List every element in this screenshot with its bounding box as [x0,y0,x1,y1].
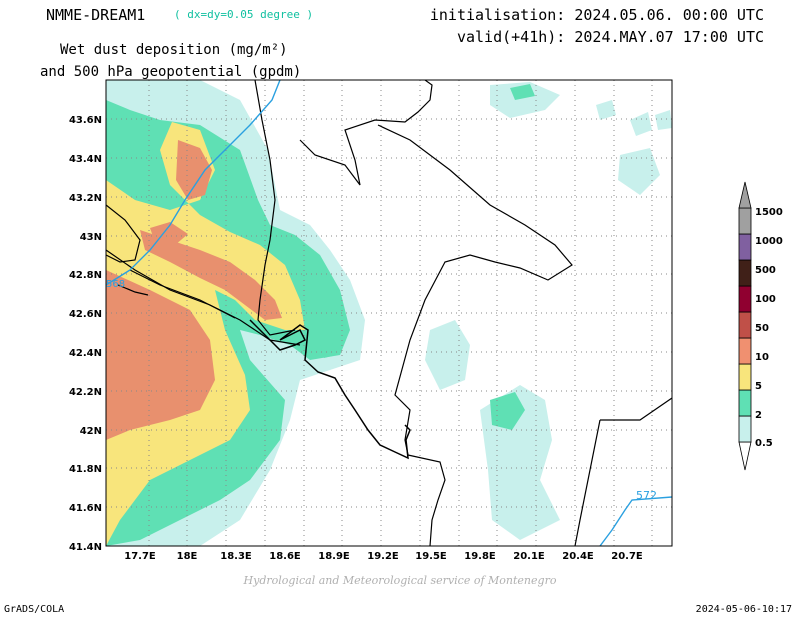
lat-label: 42.8N [69,270,102,281]
deposition-area-level-10 [106,270,215,440]
legend-swatch [738,259,752,287]
legend-swatch [738,285,752,313]
legend-swatch [738,363,752,391]
lon-label: 17.7E [124,551,156,562]
deposition-area-level-2 [490,392,525,430]
color-legend [738,181,752,471]
credit-line: Hydrological and Meteorological service … [243,574,557,587]
legend-label: 1000 [755,236,783,247]
lon-label: 18.6E [269,551,301,562]
deposition-area-level-0.5 [630,112,652,136]
geopotential-contours [106,80,672,546]
legend-label: 500 [755,265,776,276]
dust-deposition-field [106,80,672,546]
map-frame [105,79,673,547]
deposition-area-level-2 [510,84,535,100]
model-name: NMME-DREAM1 [46,6,146,24]
lon-label: 18E [177,551,198,562]
legend-swatch [738,389,752,417]
lon-label: 20.4E [562,551,594,562]
valid-time: valid(+41h): 2024.MAY.07 17:00 UTC [456,28,764,46]
initialisation-time: initialisation: 2024.05.06. 00:00 UTC [429,6,764,24]
resolution-label: ( dx=dy=0.05 degree ) [174,8,314,21]
lon-label: 20.7E [611,551,643,562]
legend-swatch [738,233,752,261]
coastline [249,319,411,460]
contour-label-568: 568 [106,279,125,290]
deposition-area-level-10 [150,222,188,245]
contour-label-572: 572 [636,489,657,502]
latitude-axis: 43.6N 43.4N 43.2N 43N 42.8N 42.6N 42.4N … [69,115,102,553]
legend-label: 10 [755,352,769,363]
lat-label: 42.4N [69,348,102,359]
lat-label: 41.8N [69,464,102,475]
map-title-line1: Wet dust deposition (mg/m²) [60,42,288,58]
legend-label: 5 [755,381,762,392]
country-borders [106,80,672,546]
lat-label: 41.6N [69,503,102,514]
lon-label: 20.1E [513,551,545,562]
deposition-area-level-0.5 [425,320,470,390]
legend-label: 0.5 [755,438,773,449]
lat-label: 43.2N [69,193,102,204]
legend-swatch [738,207,752,235]
longitude-axis: 17.7E 18E 18.3E 18.6E 18.9E 19.2E 19.5E … [124,551,643,562]
lat-label: 43.4N [69,154,102,165]
legend-arrow-high [738,181,752,209]
lon-label: 19.2E [367,551,399,562]
map-title-line2: and 500 hPa geopotential (gpdm) [40,64,302,80]
lat-label: 43.6N [69,115,102,126]
legend-swatch [738,415,752,443]
lat-label: 43N [80,232,102,243]
lat-label: 42N [80,426,102,437]
software-label: GrADS/COLA [4,604,65,615]
deposition-area-level-0.5 [596,100,616,120]
deposition-area-level-10 [140,230,282,320]
legend-swatch [738,337,752,365]
legend-label: 1500 [755,207,783,218]
legend-label: 2 [755,410,762,421]
deposition-area-level-0.5 [618,148,660,195]
deposition-area-level-10 [176,140,212,200]
lon-label: 19.8E [464,551,496,562]
lat-label: 42.2N [69,387,102,398]
lat-label: 41.4N [69,542,102,553]
legend-labels: 0.5 2 5 10 50 100 500 1000 1500 [755,207,783,449]
lon-label: 19.5E [415,551,447,562]
deposition-area-level-2 [130,140,155,165]
legend-arrow-low [738,441,752,471]
legend-swatch [738,311,752,339]
deposition-area-level-2 [320,342,336,358]
lat-label: 42.6N [69,309,102,320]
legend-label: 50 [755,323,769,334]
legend-label: 100 [755,294,776,305]
deposition-area-level-0.5 [655,110,672,130]
deposition-area-level-0.5 [490,82,560,118]
lon-label: 18.3E [220,551,252,562]
lon-label: 18.9E [318,551,350,562]
timestamp: 2024-05-06-10:17 [695,604,792,615]
